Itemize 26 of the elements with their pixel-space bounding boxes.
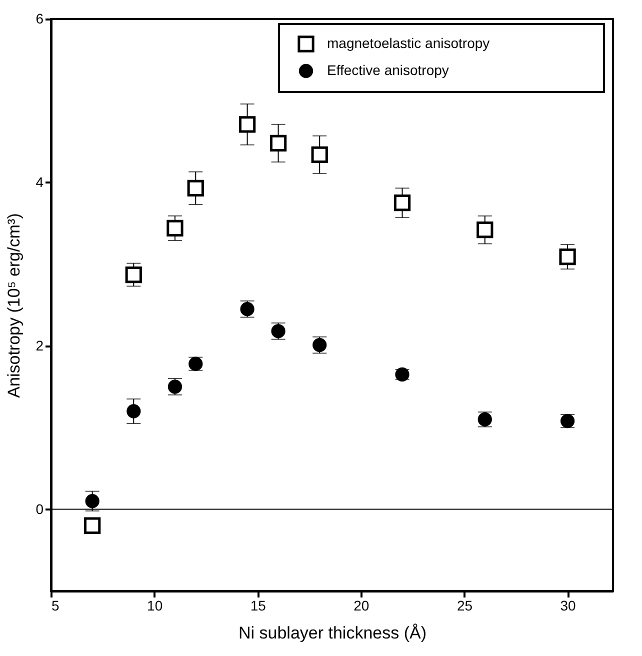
x-tick-label: 20 bbox=[354, 598, 370, 614]
point bbox=[394, 194, 411, 212]
y-tick-label: 0 bbox=[36, 500, 44, 517]
x-tick-label: 15 bbox=[250, 598, 266, 614]
y-tick-label: 2 bbox=[36, 337, 44, 354]
x-tick-label: 5 bbox=[52, 598, 60, 614]
x-tick-label: 25 bbox=[456, 598, 473, 614]
legend-label: magnetoelastic anisotropy bbox=[327, 35, 490, 51]
x-tick-label: 10 bbox=[147, 598, 163, 614]
y-tick-label: 4 bbox=[36, 174, 44, 190]
point bbox=[270, 134, 287, 152]
point bbox=[126, 404, 141, 418]
y-tick-label: 6 bbox=[36, 10, 44, 26]
x-axis-title: Ni sublayer thickness (Å) bbox=[238, 624, 427, 642]
point bbox=[311, 146, 328, 163]
point bbox=[84, 517, 101, 534]
legend-label: Effective anisotropy bbox=[327, 62, 449, 78]
point bbox=[166, 220, 184, 237]
x-tick-label: 30 bbox=[560, 598, 576, 614]
point bbox=[559, 248, 576, 266]
point bbox=[85, 494, 100, 508]
point bbox=[238, 116, 256, 133]
point bbox=[125, 266, 142, 284]
point bbox=[187, 180, 204, 196]
y-axis-title: Anisotropy (10⁵ erg/cm³) bbox=[4, 213, 24, 398]
point bbox=[476, 222, 494, 238]
